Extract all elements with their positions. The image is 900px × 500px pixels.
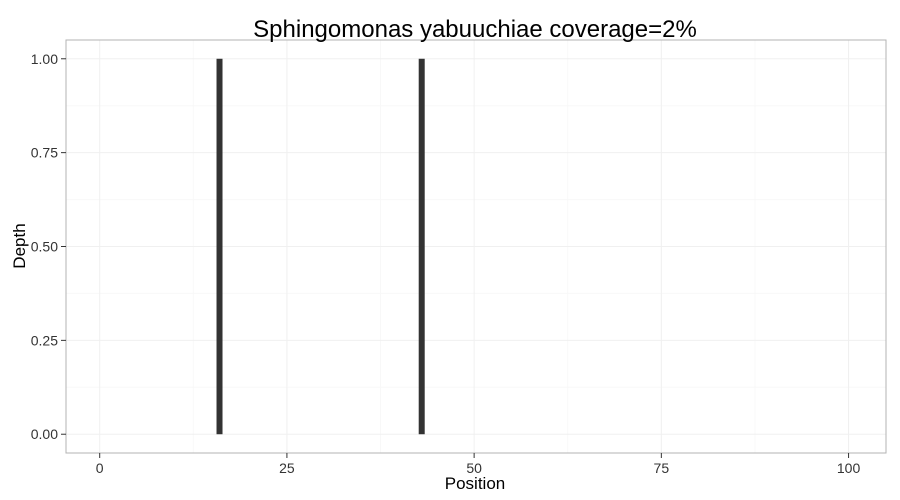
axis-ticks: 0 25 50 75 100 0.00 0.25 0.50 0.75 1.00: [31, 51, 861, 476]
y-tick-label: 1.00: [31, 51, 58, 67]
x-tick-label: 50: [466, 460, 482, 476]
grid-lines: [66, 40, 886, 453]
depth-bar: [216, 58, 223, 435]
y-tick-label: 0.50: [31, 239, 58, 255]
y-tick-label: 0.00: [31, 426, 58, 442]
x-tick-label: 0: [96, 460, 104, 476]
y-tick-label: 0.75: [31, 145, 58, 161]
x-tick-label: 25: [279, 460, 295, 476]
x-axis-title: Position: [445, 474, 505, 493]
chart-title: Sphingomonas yabuuchiae coverage=2%: [253, 16, 697, 43]
depth-bar: [418, 58, 425, 435]
y-axis-title: Depth: [10, 223, 29, 268]
x-tick-label: 100: [837, 460, 861, 476]
depth-bars: [216, 58, 425, 435]
x-tick-label: 75: [654, 460, 670, 476]
y-tick-label: 0.25: [31, 332, 58, 348]
